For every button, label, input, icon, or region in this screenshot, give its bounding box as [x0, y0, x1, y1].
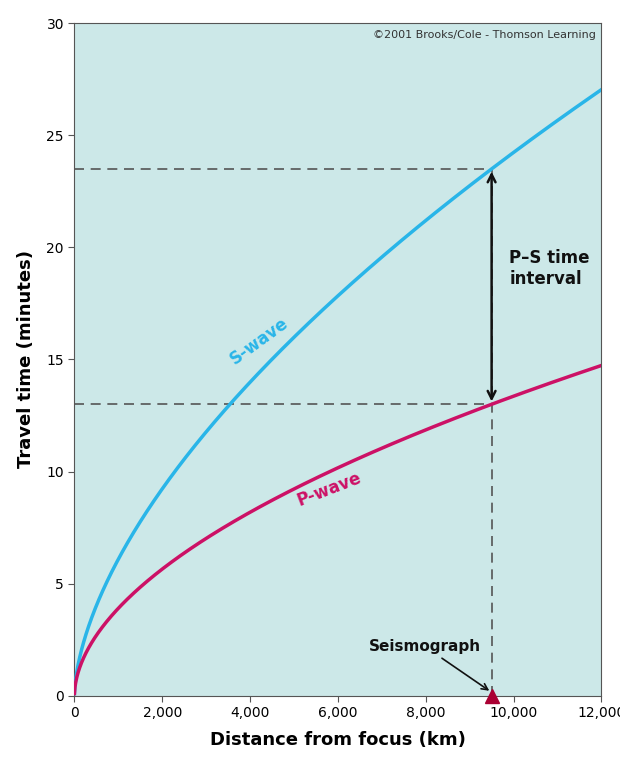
X-axis label: Distance from focus (km): Distance from focus (km) — [210, 731, 466, 749]
Text: S-wave: S-wave — [226, 315, 291, 369]
Text: Seismograph: Seismograph — [369, 638, 488, 690]
Text: P–S time
interval: P–S time interval — [509, 249, 590, 288]
Text: P-wave: P-wave — [294, 469, 364, 510]
Text: ©2001 Brooks/Cole - Thomson Learning: ©2001 Brooks/Cole - Thomson Learning — [373, 30, 596, 40]
Y-axis label: Travel time (minutes): Travel time (minutes) — [17, 250, 35, 468]
